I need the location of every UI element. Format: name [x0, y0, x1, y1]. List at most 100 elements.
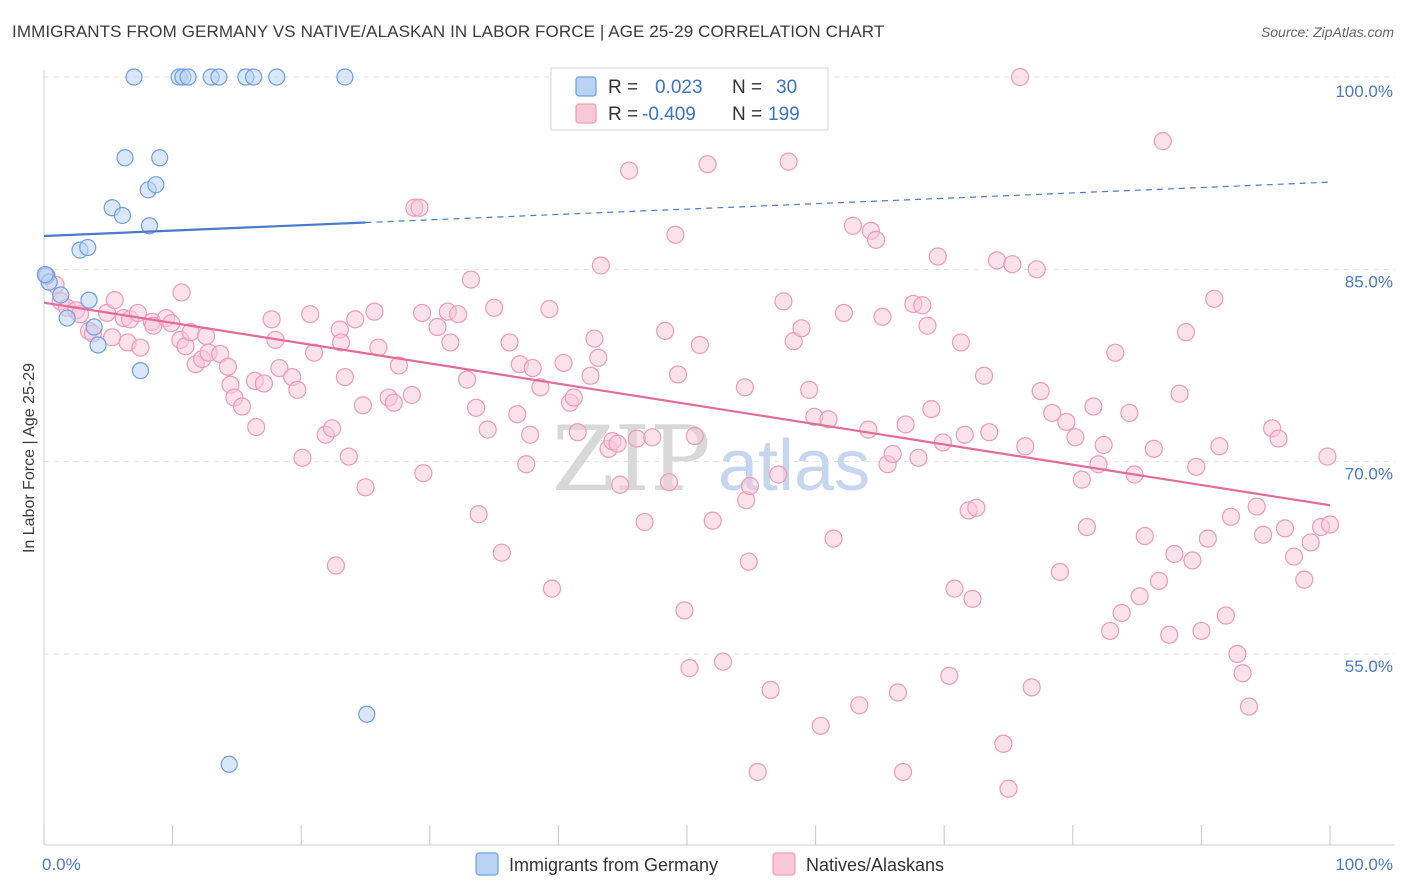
data-point — [1106, 343, 1125, 362]
data-point — [1269, 429, 1288, 448]
data-point — [1135, 526, 1154, 546]
data-point — [850, 696, 869, 715]
data-point — [531, 378, 550, 397]
data-point — [402, 385, 421, 405]
data-point — [1187, 457, 1206, 476]
data-point — [1003, 255, 1022, 274]
legend-box — [550, 67, 829, 131]
data-point — [761, 680, 780, 700]
source-credit: Source: ZipAtlas.com — [1260, 24, 1394, 40]
data-point — [620, 161, 639, 180]
data-point — [922, 399, 941, 419]
data-point — [1031, 382, 1050, 401]
data-point — [521, 425, 540, 444]
data-point — [428, 317, 447, 337]
data-point — [140, 217, 159, 235]
data-point — [542, 579, 562, 598]
data-point — [963, 589, 982, 608]
data-point — [1320, 515, 1340, 534]
data-point — [336, 68, 354, 86]
data-point — [89, 336, 107, 354]
data-point — [659, 473, 679, 492]
data-point — [883, 444, 902, 464]
data-point — [322, 419, 342, 438]
data-point — [79, 238, 97, 257]
data-point — [581, 366, 600, 385]
trend-line-natives — [43, 301, 1331, 507]
data-point — [125, 68, 143, 86]
data-point — [448, 305, 468, 324]
data-point — [834, 303, 853, 323]
data-point — [1295, 570, 1314, 589]
data-point — [635, 512, 654, 532]
natives-alaskans-points — [37, 67, 1340, 798]
data-point — [232, 397, 252, 416]
data-point — [774, 292, 793, 311]
data-point — [800, 380, 819, 399]
data-point — [918, 316, 937, 335]
data-point — [36, 265, 54, 284]
data-point — [591, 256, 610, 275]
data-point — [1130, 587, 1149, 606]
data-point — [517, 455, 536, 474]
data-point — [288, 380, 307, 399]
data-point — [245, 68, 263, 86]
data-point — [1072, 470, 1091, 489]
data-point — [643, 428, 662, 447]
data-point — [339, 447, 358, 466]
data-point — [893, 762, 913, 782]
data-point — [335, 367, 355, 387]
data-point — [1198, 529, 1217, 548]
data-point — [1120, 403, 1139, 423]
data-point — [218, 357, 237, 376]
y-tick-label-70: 70.0% — [1345, 465, 1393, 484]
data-point — [1176, 323, 1196, 342]
data-point — [326, 556, 346, 575]
data-point — [1275, 519, 1295, 538]
data-point — [1027, 260, 1046, 279]
data-point — [1050, 562, 1070, 582]
data-point — [172, 283, 191, 302]
data-point — [940, 666, 959, 685]
data-point — [675, 601, 694, 620]
data-point — [1247, 497, 1266, 516]
data-point — [1077, 517, 1097, 537]
data-point — [1183, 551, 1202, 570]
data-point — [478, 420, 497, 439]
data-point — [888, 683, 908, 702]
data-point — [412, 303, 432, 323]
data-point — [1284, 547, 1304, 566]
data-point — [1153, 132, 1172, 151]
legend-n-label-germany: N = — [732, 77, 762, 98]
data-point — [358, 705, 376, 723]
data-point — [589, 348, 608, 367]
data-point — [627, 429, 646, 448]
data-point — [105, 291, 124, 310]
data-point — [1254, 525, 1273, 544]
data-point — [999, 779, 1018, 798]
data-point — [293, 448, 312, 467]
data-point — [735, 378, 754, 397]
data-point — [508, 405, 527, 424]
data-point — [909, 448, 928, 467]
data-point — [457, 370, 477, 389]
data-point — [859, 420, 878, 439]
data-point — [461, 270, 481, 289]
data-point — [1318, 447, 1337, 466]
y-axis-label: In Labor Force | Age 25-29 — [21, 363, 38, 553]
data-point — [268, 68, 286, 86]
data-point — [270, 358, 289, 378]
trend-line-germany — [43, 221, 366, 238]
data-point — [1301, 533, 1320, 552]
y-tick-label-55: 55.0% — [1345, 657, 1393, 676]
data-point — [151, 149, 169, 167]
data-point — [554, 353, 573, 373]
data-point — [680, 659, 699, 678]
data-point — [792, 319, 811, 338]
data-point — [1084, 397, 1103, 416]
x-tick-min: 0.0% — [42, 855, 81, 874]
legend-n-value-germany: 30 — [776, 77, 797, 98]
data-point — [843, 216, 862, 235]
data-point — [1221, 507, 1241, 526]
